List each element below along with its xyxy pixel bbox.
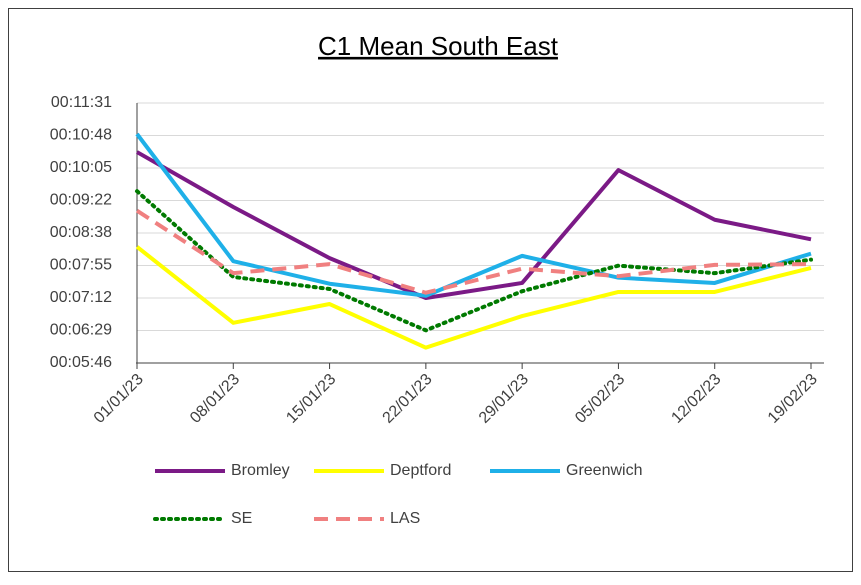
series-line <box>135 209 812 295</box>
y-tick-label: 00:10:48 <box>50 127 112 144</box>
y-tick-label: 00:11:31 <box>51 94 112 111</box>
series-line <box>135 132 812 298</box>
chart-title: C1 Mean South East <box>318 31 559 61</box>
legend-label: Bromley <box>231 462 290 479</box>
y-tick-label: 00:08:38 <box>50 224 112 241</box>
legend-label: LAS <box>390 510 420 527</box>
y-tick-label: 00:07:12 <box>50 289 112 306</box>
series-line <box>135 245 812 350</box>
series-line <box>136 150 812 300</box>
series-line <box>135 189 813 333</box>
y-tick-label: 00:05:46 <box>50 354 112 371</box>
legend-label: Deptford <box>390 462 451 479</box>
y-tick-label: 00:07:55 <box>50 257 112 274</box>
y-tick-label: 00:06:29 <box>50 322 112 339</box>
legend-label: Greenwich <box>566 462 642 479</box>
y-tick-label: 00:10:05 <box>50 159 112 176</box>
y-tick-label: 00:09:22 <box>50 192 112 209</box>
legend-label: SE <box>231 510 252 527</box>
